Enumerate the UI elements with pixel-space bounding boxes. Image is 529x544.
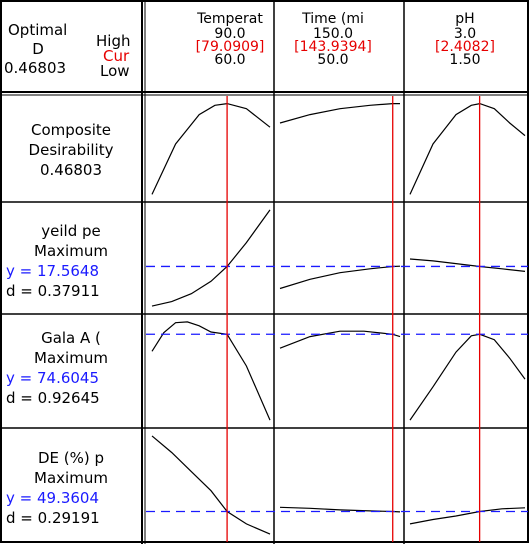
response-subtitle: Maximum — [34, 469, 108, 487]
response-trace — [151, 102, 271, 195]
response-subtitle: Desirability — [28, 141, 114, 159]
response-info-gala: Gala A ( Maximum y = 74.6045 d = 0.92645 — [2, 328, 140, 408]
response-subtitle: Maximum — [34, 242, 108, 260]
optimal-title: Optimal — [8, 21, 68, 39]
factor-current: [143.9394] — [294, 39, 372, 55]
response-trace — [151, 435, 271, 535]
factor-low: 1.50 — [449, 52, 481, 68]
response-info-yield: yeild pe Maximum y = 17.5648 d = 0.37911 — [2, 221, 140, 301]
factor-low: 60.0 — [214, 52, 246, 68]
factor-low: 50.0 — [317, 52, 349, 68]
cur-label: Cur — [103, 47, 130, 65]
response-info-composite: Composite Desirability 0.46803 — [2, 120, 140, 180]
response-value: y = 49.3604 — [6, 489, 100, 507]
response-trace — [279, 265, 401, 290]
response-desirability: d = 0.92645 — [6, 389, 100, 407]
response-value: y = 17.5648 — [6, 262, 100, 280]
response-value: 0.46803 — [39, 161, 103, 179]
factor-name: pH — [455, 11, 475, 27]
optimal-d-label: D — [32, 40, 44, 58]
factor-current: [79.0909] — [195, 39, 265, 55]
high-label: High — [96, 32, 131, 50]
response-value: y = 74.6045 — [6, 369, 100, 387]
response-trace — [279, 102, 400, 124]
factor-current: [2.4082] — [435, 39, 495, 55]
response-title: Gala A ( — [41, 329, 101, 347]
response-desirability: d = 0.37911 — [6, 282, 100, 300]
response-trace — [409, 507, 526, 525]
response-desirability: d = 0.29191 — [6, 509, 100, 527]
optimal-d-value: 0.46803 — [4, 59, 67, 77]
response-title: yeild pe — [41, 222, 101, 240]
factor-name: Time (mi — [302, 11, 364, 27]
factor-high: 90.0 — [214, 26, 246, 42]
response-trace — [409, 333, 526, 421]
factor-high: 3.0 — [453, 26, 477, 42]
response-info-de: DE (%) p Maximum y = 49.3604 d = 0.29191 — [2, 448, 140, 528]
response-trace — [151, 209, 271, 307]
response-subtitle: Maximum — [34, 349, 108, 367]
response-trace — [409, 258, 526, 272]
low-label: Low — [100, 62, 130, 80]
response-trace — [409, 102, 526, 195]
factor-name: Temperat — [197, 11, 263, 27]
response-trace — [151, 321, 271, 421]
response-title: DE (%) p — [37, 449, 105, 467]
factor-high: 150.0 — [312, 26, 354, 42]
response-title: Composite — [30, 121, 112, 139]
